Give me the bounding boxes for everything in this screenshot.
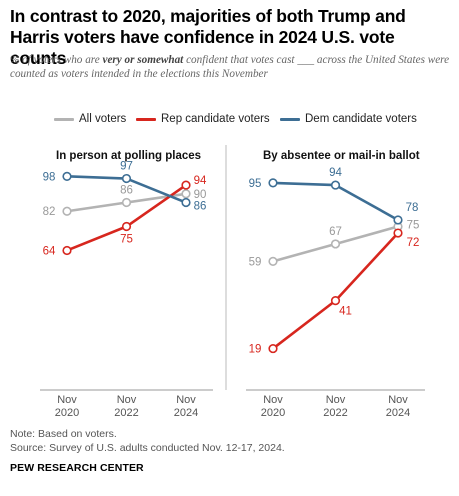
point-dem-0-2: [181, 197, 191, 208]
data-label-all-0-2: 90: [194, 189, 207, 201]
data-label-rep-1-1: 41: [339, 306, 352, 318]
data-label-dem-1-2: 78: [406, 202, 419, 214]
point-all-0-0: [62, 206, 72, 216]
point-dem-1-1: [330, 180, 341, 190]
subtitle-post: confident that votes cast ___ across the…: [10, 54, 450, 80]
data-label-dem-0-0: 98: [43, 171, 56, 183]
legend-item-rep: Rep candidate voters: [136, 113, 270, 125]
data-label-rep-1-2: 72: [407, 237, 420, 249]
point-rep-1-2: [393, 228, 403, 238]
legend-label-dem: Dem candidate voters: [305, 113, 417, 125]
data-label-rep-1-0: 19: [249, 344, 262, 356]
x-tick-label-1-0-1: 2020: [261, 407, 285, 419]
point-all-1-0: [268, 256, 278, 266]
point-dem-1-2: [393, 215, 403, 225]
x-tick-label-0-2-0: Nov: [176, 394, 196, 406]
x-tick-label-0-2-1: 2024: [174, 407, 198, 419]
point-rep-0-0: [62, 245, 72, 256]
data-label-all-1-1: 67: [329, 226, 342, 238]
brand: PEW RESEARCH CENTER: [10, 462, 144, 474]
x-tick-label-1-1-1: 2022: [323, 407, 347, 419]
point-dem-0-0: [62, 171, 72, 181]
subtitle-pre: % of voters who are: [10, 54, 103, 66]
point-rep-0-1: [121, 221, 132, 232]
x-tick-label-1-1-0: Nov: [326, 394, 346, 406]
data-label-dem-1-0: 95: [249, 178, 262, 190]
legend-item-dem: Dem candidate voters: [280, 113, 417, 125]
panel-title-mail-in: By absentee or mail-in ballot: [263, 150, 420, 162]
data-label-dem-0-1: 97: [120, 161, 133, 173]
legend-item-all: All voters: [54, 113, 126, 125]
point-all-0-1: [121, 197, 132, 208]
data-label-dem-1-1: 94: [329, 167, 342, 179]
data-label-all-1-2: 75: [407, 220, 420, 232]
point-all-0-2: [181, 189, 191, 199]
data-label-rep-0-2: 94: [194, 175, 207, 187]
series-line-rep-1: [272, 232, 399, 350]
legend-swatch-rep: [136, 117, 156, 121]
data-label-rep-0-0: 64: [43, 245, 56, 257]
point-dem-0-1: [121, 173, 132, 184]
subtitle-emphasis: very or somewhat: [102, 54, 184, 66]
point-rep-1-1: [330, 296, 341, 306]
point-rep-0-2: [181, 180, 191, 190]
x-tick-label-1-2-1: 2024: [386, 407, 410, 419]
point-all-1-1: [330, 239, 341, 249]
chart-title: In contrast to 2020, majorities of both …: [10, 6, 406, 68]
x-tick-label-0-1-0: Nov: [117, 394, 137, 406]
note: Note: Based on voters.: [10, 428, 117, 440]
point-rep-1-0: [268, 343, 278, 354]
data-label-rep-0-1: 75: [120, 234, 133, 246]
x-tick-label-0-0-0: Nov: [57, 394, 77, 406]
panel-title-in-person: In person at polling places: [56, 150, 202, 162]
data-label-dem-0-2: 86: [194, 201, 207, 213]
x-tick-label-1-2-0: Nov: [388, 394, 408, 406]
data-label-all-0-1: 86: [120, 185, 133, 197]
x-tick-label-0-1-1: 2022: [114, 407, 138, 419]
legend-label-all: All voters: [79, 113, 127, 125]
source: Source: Survey of U.S. adults conducted …: [10, 442, 285, 454]
x-tick-label-0-0-1: 2020: [55, 407, 79, 419]
legend-swatch-dem: [280, 117, 300, 121]
legend: All voters Rep candidate voters Dem cand…: [54, 113, 454, 129]
point-dem-1-0: [268, 178, 278, 188]
data-label-all-1-0: 59: [249, 256, 262, 268]
x-tick-label-1-0-0: Nov: [263, 394, 283, 406]
chart-subtitle: % of voters who are very or somewhat con…: [10, 53, 450, 81]
legend-swatch-all: [54, 117, 74, 121]
legend-label-rep: Rep candidate voters: [161, 113, 270, 125]
data-label-all-0-0: 82: [43, 206, 56, 218]
